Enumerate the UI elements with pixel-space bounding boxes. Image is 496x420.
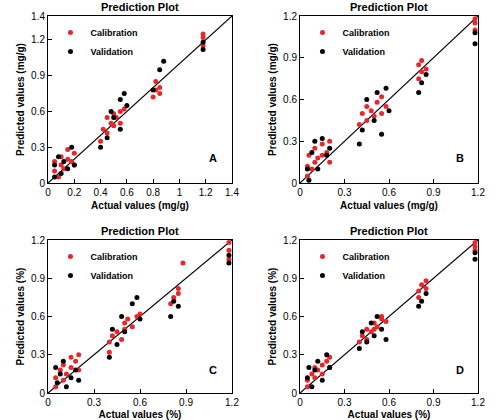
svg-text:0.9: 0.9 (427, 187, 441, 198)
svg-text:0: 0 (291, 178, 297, 189)
svg-text:0.9: 0.9 (283, 52, 297, 63)
svg-text:1.2: 1.2 (471, 397, 485, 408)
svg-text:0.6: 0.6 (31, 311, 45, 322)
svg-text:Prediction Plot: Prediction Plot (350, 1, 428, 13)
svg-text:1.2: 1.2 (471, 187, 485, 198)
svg-text:0: 0 (297, 397, 303, 408)
svg-text:0.9: 0.9 (31, 273, 45, 284)
svg-text:1.2: 1.2 (225, 397, 239, 408)
svg-text:C: C (209, 364, 217, 376)
svg-text:1: 1 (177, 187, 183, 198)
svg-text:Calibration: Calibration (342, 28, 389, 38)
svg-text:0.6: 0.6 (382, 397, 396, 408)
svg-text:0: 0 (297, 187, 303, 198)
svg-text:0.3: 0.3 (31, 349, 45, 360)
svg-text:0: 0 (45, 187, 51, 198)
svg-text:Validation: Validation (90, 47, 133, 57)
svg-text:Prediction Plot: Prediction Plot (350, 225, 428, 237)
svg-text:0.9: 0.9 (179, 397, 193, 408)
svg-text:0: 0 (39, 388, 45, 399)
svg-text:Prediction Plot: Prediction Plot (101, 225, 179, 237)
svg-text:0: 0 (45, 397, 51, 408)
svg-text:1.2: 1.2 (31, 34, 45, 45)
svg-text:Actual values (mg/g): Actual values (mg/g) (340, 200, 438, 211)
svg-text:Calibration: Calibration (90, 252, 137, 262)
svg-text:Predicted values (mg/g): Predicted values (mg/g) (267, 43, 278, 156)
svg-text:0.3: 0.3 (338, 397, 352, 408)
svg-text:1.4: 1.4 (31, 11, 45, 22)
svg-text:B: B (456, 152, 464, 164)
svg-text:0.9: 0.9 (283, 273, 297, 284)
svg-text:1.2: 1.2 (283, 11, 297, 22)
svg-text:0.6: 0.6 (31, 106, 45, 117)
svg-text:Predicted values (%): Predicted values (%) (15, 268, 26, 366)
svg-text:Validation: Validation (90, 271, 133, 281)
svg-text:0.3: 0.3 (31, 142, 45, 153)
svg-text:1.2: 1.2 (283, 235, 297, 246)
svg-text:0.9: 0.9 (427, 397, 441, 408)
svg-text:D: D (456, 364, 464, 376)
svg-text:0.6: 0.6 (120, 187, 134, 198)
svg-text:0.4: 0.4 (94, 187, 108, 198)
svg-text:Calibration: Calibration (90, 28, 137, 38)
svg-text:0: 0 (291, 388, 297, 399)
svg-text:A: A (209, 152, 217, 164)
svg-text:Actual values (%): Actual values (%) (348, 409, 431, 420)
svg-text:0.3: 0.3 (283, 136, 297, 147)
svg-text:Calibration: Calibration (342, 252, 389, 262)
svg-text:0.3: 0.3 (338, 187, 352, 198)
svg-text:0: 0 (39, 178, 45, 189)
svg-text:Actual values (mg/g): Actual values (mg/g) (91, 200, 189, 211)
svg-text:0.3: 0.3 (87, 397, 101, 408)
svg-text:Validation: Validation (342, 47, 385, 57)
svg-text:Predicted values (%): Predicted values (%) (267, 268, 278, 366)
svg-text:1.2: 1.2 (31, 235, 45, 246)
svg-text:Validation: Validation (342, 271, 385, 281)
svg-text:Actual values (%): Actual values (%) (99, 409, 182, 420)
svg-text:Predicted values (mg/g): Predicted values (mg/g) (15, 43, 26, 156)
svg-text:0.6: 0.6 (283, 94, 297, 105)
svg-text:0.9: 0.9 (31, 70, 45, 81)
svg-text:0.3: 0.3 (283, 349, 297, 360)
svg-text:0.6: 0.6 (283, 311, 297, 322)
svg-text:0.6: 0.6 (382, 187, 396, 198)
svg-text:0.6: 0.6 (133, 397, 147, 408)
svg-text:1.2: 1.2 (199, 187, 213, 198)
svg-text:0.2: 0.2 (67, 187, 81, 198)
svg-text:0.8: 0.8 (146, 187, 160, 198)
svg-text:Prediction Plot: Prediction Plot (101, 1, 179, 13)
svg-text:1.4: 1.4 (225, 187, 239, 198)
